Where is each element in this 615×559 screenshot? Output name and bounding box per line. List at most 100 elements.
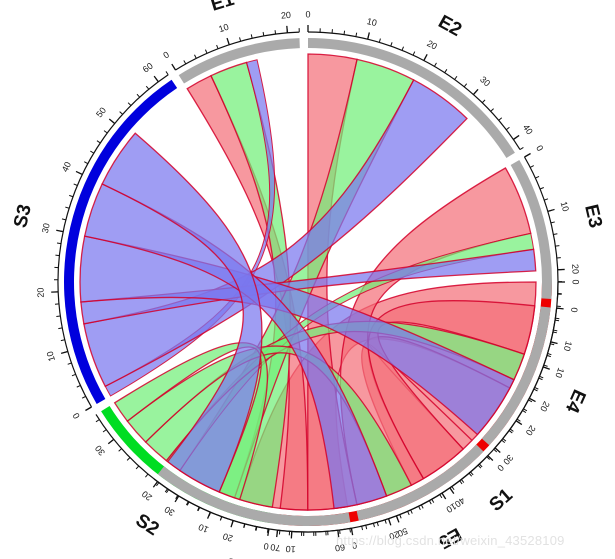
tick-minor — [490, 108, 494, 112]
tick-major — [542, 366, 550, 370]
tick-major — [230, 520, 234, 528]
tick-minor — [103, 130, 108, 134]
tick-minor — [254, 526, 257, 531]
tick-minor — [164, 488, 168, 493]
axis-e4: 0 10 20 — [493, 307, 579, 453]
tick-minor — [463, 83, 468, 88]
tick-minor — [339, 529, 341, 535]
tick-minor — [126, 457, 131, 461]
tick-minor — [361, 526, 364, 531]
tick-label: 40 — [453, 495, 467, 509]
tick-minor — [444, 69, 448, 73]
tick-minor — [243, 523, 246, 528]
tick-label: 40 — [521, 122, 535, 136]
tick-minor — [255, 526, 258, 531]
tick-label: 10 — [285, 544, 296, 555]
sector-arc-e4[interactable] — [481, 306, 551, 446]
sector-label-e4: E4 — [561, 386, 590, 416]
tick-major — [395, 515, 400, 523]
tick-major — [60, 350, 69, 355]
axis-e2: 0 10 20 30 40 — [305, 9, 535, 150]
tick-minor — [486, 456, 491, 460]
tick-label: 10 — [559, 200, 571, 212]
tick-minor — [451, 486, 455, 491]
tick-major — [387, 518, 392, 526]
tick-minor — [501, 439, 506, 444]
sector-arc-e3[interactable] — [510, 160, 552, 300]
tick-minor — [543, 364, 548, 367]
tick-minor — [420, 504, 424, 509]
tick-minor — [96, 140, 101, 144]
tick-major — [529, 397, 536, 403]
tick-minor — [274, 30, 277, 35]
tick-minor — [431, 498, 435, 503]
tick-minor — [90, 150, 95, 154]
tick-major — [524, 152, 531, 158]
axis-baseline — [175, 31, 300, 71]
tick-major — [226, 37, 230, 45]
tick-minor — [73, 183, 78, 186]
tick-minor — [372, 523, 375, 528]
tick-minor — [538, 377, 543, 381]
tick-minor — [460, 479, 465, 483]
tick-minor — [165, 71, 169, 76]
ribbon-s3-e6[interactable] — [101, 132, 263, 493]
sector-label-e3: E3 — [580, 203, 606, 230]
ribbons-layer — [79, 53, 537, 511]
axis-e3: 0 10 20 — [523, 144, 581, 300]
sector-arc-e1[interactable] — [178, 38, 300, 84]
tick-label: 20 — [35, 287, 45, 297]
tick-minor — [183, 60, 187, 65]
sector-arc-e6[interactable] — [157, 466, 351, 526]
tick-label: 50 — [396, 526, 409, 539]
axis-layer: 0102030405060700102030010203040506001020… — [35, 9, 580, 554]
tick-minor — [76, 385, 81, 388]
tick-label: 10 — [197, 522, 210, 535]
sector-arc-e2[interactable] — [308, 38, 515, 158]
sector-arc-e5[interactable] — [356, 444, 484, 521]
tick-major — [171, 63, 177, 71]
tick-minor — [454, 75, 458, 80]
tick-minor — [239, 37, 242, 42]
tick-minor — [459, 480, 463, 485]
tick-minor — [61, 218, 66, 221]
tick-label: 10 — [45, 350, 57, 362]
tick-minor — [509, 428, 514, 432]
tick-minor — [553, 329, 558, 332]
tick-major — [423, 53, 428, 61]
tick-minor — [119, 111, 123, 115]
tick-label: 50 — [94, 105, 108, 119]
tick-major — [56, 229, 64, 233]
tick-label: 20 — [524, 424, 538, 438]
tick-minor — [555, 245, 560, 247]
tick-minor — [102, 429, 107, 433]
tick-minor — [145, 85, 150, 90]
tick-label: 0 — [495, 463, 506, 474]
tick-minor — [376, 522, 379, 527]
tick-minor — [470, 471, 474, 476]
tick-minor — [553, 233, 558, 235]
axis-e6: 0 10 20 30 — [153, 478, 358, 555]
tick-minor — [528, 399, 533, 403]
tick-label: 20 — [425, 38, 439, 52]
sector-label-e1: E1 — [208, 0, 237, 16]
tick-minor — [390, 42, 393, 47]
tick-label: 40 — [60, 160, 73, 173]
axis-s3: 0 10 20 30 40 50 60 — [35, 61, 169, 420]
axis-baseline — [359, 455, 489, 528]
tick-minor — [534, 386, 539, 390]
tick-label: 20 — [388, 529, 401, 542]
tick-minor — [477, 464, 482, 469]
tick-label: 10 — [553, 366, 566, 379]
sectors-layer — [63, 38, 552, 526]
tick-minor — [81, 395, 86, 399]
axis-e5: 0 10 20 — [359, 455, 506, 542]
tick-minor — [343, 30, 346, 35]
tick-major — [350, 528, 354, 536]
tick-label: 20 — [222, 531, 235, 544]
tick-minor — [533, 388, 538, 392]
tick-minor — [69, 194, 74, 198]
tick-minor — [262, 31, 265, 37]
tick-minor — [519, 146, 524, 150]
ribbon-s2-e5[interactable] — [126, 345, 413, 497]
